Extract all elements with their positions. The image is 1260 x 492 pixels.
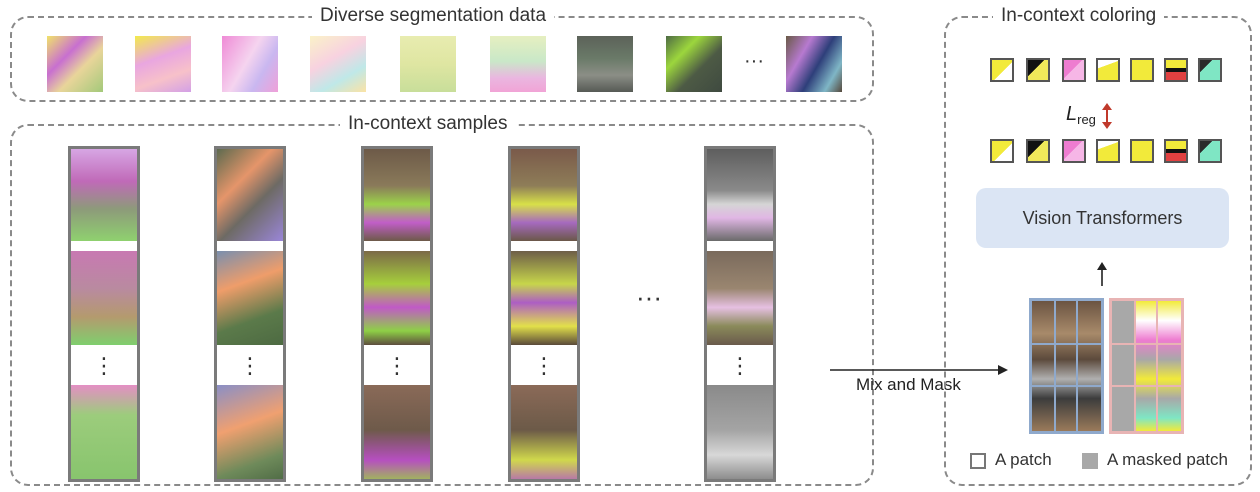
in-context-coloring-title: In-context coloring <box>993 5 1165 27</box>
seg-thumbnail <box>135 36 191 92</box>
vision-transformers-block: Vision Transformers <box>976 188 1229 248</box>
sample-column-railway-2: ⋮ <box>508 146 580 482</box>
mix-and-mask-arrow <box>830 365 1008 375</box>
predicted-patch <box>990 139 1014 163</box>
sample-image <box>707 149 773 241</box>
sample-gap <box>511 345 577 385</box>
sample-image <box>511 385 577 479</box>
patch-legend-icon <box>970 453 986 469</box>
masked-segmentation-grid <box>1109 298 1184 434</box>
seg-thumbnail <box>47 36 103 92</box>
loss-subscript: reg <box>1077 112 1096 127</box>
target-patch <box>1164 58 1188 82</box>
sample-image <box>364 149 430 241</box>
target-patch <box>1096 58 1120 82</box>
target-patch <box>990 58 1014 82</box>
in-context-samples-title: In-context samples <box>340 113 516 135</box>
loss-double-arrow <box>1102 103 1112 129</box>
sample-gap <box>217 241 283 251</box>
samples-ellipsis: ··· <box>636 282 662 312</box>
segmentation-data-title: Diverse segmentation data <box>312 5 555 27</box>
sample-gap <box>511 241 577 251</box>
seg-thumbnail <box>310 36 366 92</box>
sample-gap <box>707 345 773 385</box>
masked-patch-legend-label: A masked patch <box>1107 450 1228 469</box>
sample-column-baseball: ⋮ <box>214 146 286 482</box>
seg-thumbnail <box>786 36 842 92</box>
input-up-arrow <box>1097 262 1107 286</box>
sample-image <box>364 385 430 479</box>
sample-gap <box>71 345 137 385</box>
sample-image <box>71 149 137 241</box>
sample-column-bedroom: ⋮ <box>704 146 776 482</box>
sample-image <box>707 385 773 479</box>
target-patch <box>1198 58 1222 82</box>
target-patch <box>1062 58 1086 82</box>
seg-thumbnail <box>666 36 722 92</box>
sample-image <box>217 385 283 479</box>
target-patch <box>1130 58 1154 82</box>
sample-image <box>511 149 577 241</box>
target-patch <box>1026 58 1050 82</box>
masked-patch-legend-icon <box>1082 453 1098 469</box>
predicted-patch <box>1130 139 1154 163</box>
seg-ellipsis: ··· <box>744 50 764 72</box>
sample-image <box>71 385 137 479</box>
sample-image <box>217 251 283 345</box>
seg-thumbnail <box>222 36 278 92</box>
sample-image <box>364 251 430 345</box>
vertical-ellipsis: ⋮ <box>729 353 751 378</box>
sample-gap <box>707 241 773 251</box>
image-patch-grid <box>1029 298 1104 434</box>
sample-gap <box>364 241 430 251</box>
sample-image <box>217 149 283 241</box>
predicted-patch <box>1026 139 1050 163</box>
sample-image <box>511 251 577 345</box>
predicted-patch <box>1164 139 1188 163</box>
sample-gap <box>71 241 137 251</box>
loss-label: Lreg <box>1066 103 1096 127</box>
sample-image <box>71 251 137 345</box>
vertical-ellipsis: ⋮ <box>239 353 261 378</box>
seg-thumbnail <box>490 36 546 92</box>
mix-and-mask-label: Mix and Mask <box>856 375 961 394</box>
seg-thumbnail <box>400 36 456 92</box>
loss-symbol: L <box>1066 103 1078 125</box>
sample-column-outdoor: ⋮ <box>68 146 140 482</box>
sample-image <box>707 251 773 345</box>
vertical-ellipsis: ⋮ <box>386 353 408 378</box>
seg-thumbnail <box>577 36 633 92</box>
predicted-patch <box>1062 139 1086 163</box>
vertical-ellipsis: ⋮ <box>533 353 555 378</box>
patch-legend-label: A patch <box>995 450 1052 469</box>
sample-gap <box>217 345 283 385</box>
predicted-patch <box>1198 139 1222 163</box>
predicted-patch <box>1096 139 1120 163</box>
sample-gap <box>364 345 430 385</box>
sample-column-railway: ⋮ <box>361 146 433 482</box>
vertical-ellipsis: ⋮ <box>93 353 115 378</box>
